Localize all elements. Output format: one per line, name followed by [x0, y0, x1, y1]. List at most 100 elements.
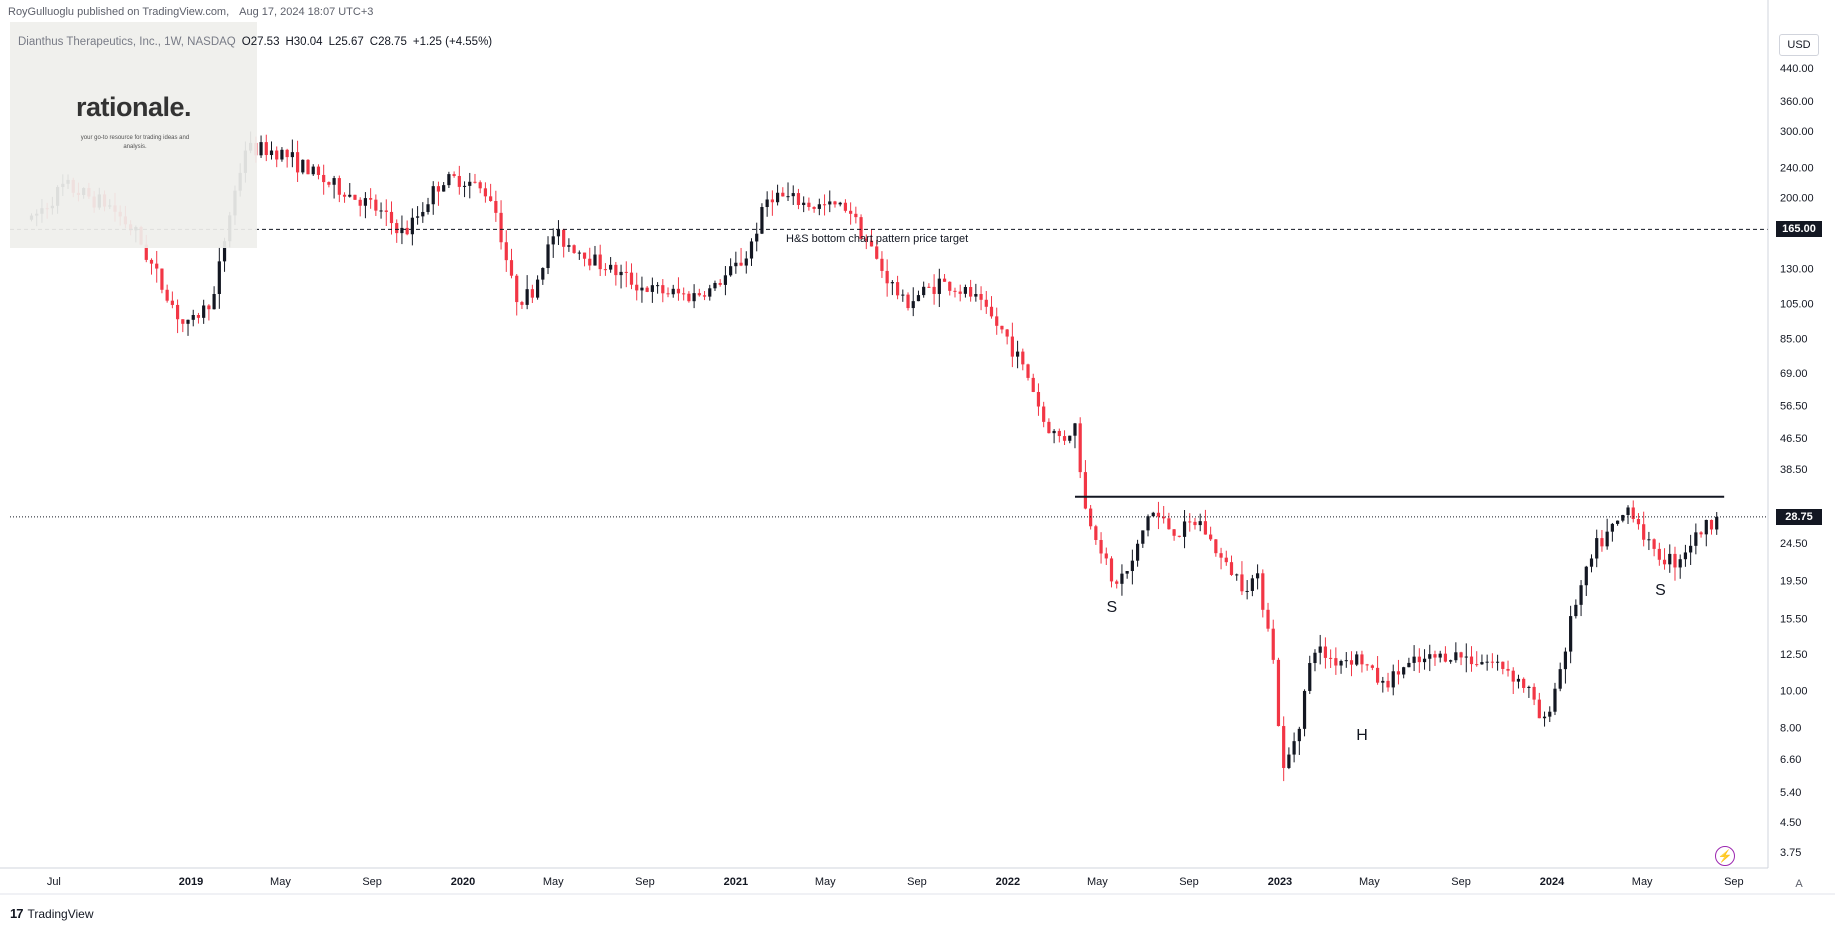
candle-body — [885, 270, 889, 284]
candle-body — [1198, 521, 1202, 526]
candle-body — [1308, 663, 1312, 691]
x-tick-label: May — [1087, 876, 1108, 888]
candle-body — [348, 194, 352, 197]
candle — [901, 289, 905, 302]
candle — [530, 284, 534, 304]
currency-button[interactable]: USD — [1779, 34, 1819, 56]
candle-body — [603, 269, 608, 271]
candle — [1026, 363, 1030, 381]
candle-body — [906, 294, 910, 309]
candle-body — [598, 254, 602, 270]
x-tick-label: May — [815, 876, 836, 888]
candle — [1344, 652, 1348, 668]
candle — [196, 312, 201, 324]
candle — [447, 171, 451, 188]
lightning-bolt-icon[interactable]: ⚡ — [1715, 846, 1735, 866]
candle-body — [1078, 423, 1082, 473]
candle-body — [729, 266, 733, 276]
candle — [1548, 706, 1552, 722]
candle-body — [405, 227, 409, 235]
candle — [932, 274, 936, 305]
candle-body — [342, 194, 347, 197]
candle — [1130, 549, 1134, 585]
candle — [1000, 325, 1004, 334]
candle-body — [1261, 573, 1265, 610]
candle-body — [1240, 574, 1244, 592]
candle — [337, 175, 341, 203]
candle — [1005, 328, 1009, 345]
y-tick-label: 12.50 — [1780, 649, 1808, 661]
candle-body — [1584, 566, 1588, 586]
candle-body — [280, 149, 284, 160]
publish-timestamp: Aug 17, 2024 18:07 UTC+3 — [239, 6, 374, 18]
candle — [1662, 548, 1667, 570]
candle — [1214, 539, 1218, 557]
time-axis: Jul 2019 May Sep 2020 May Sep 2021 May Sep 2022 May… — [0, 867, 1835, 895]
candle — [854, 206, 858, 224]
candle-body — [1454, 652, 1458, 661]
candle — [384, 199, 388, 227]
candle — [264, 134, 268, 162]
candle-body — [1642, 524, 1646, 540]
candle-body — [901, 294, 905, 296]
candle-body — [478, 182, 482, 189]
candle — [1553, 682, 1557, 716]
candle — [1062, 430, 1067, 445]
candle-body — [1589, 558, 1594, 567]
x-tick-label: Jul — [47, 876, 61, 888]
candle — [535, 275, 540, 300]
y-tick-label: 300.00 — [1780, 126, 1814, 138]
auto-scale-button[interactable]: A — [1795, 878, 1803, 890]
candle-body — [332, 178, 336, 185]
candle-body — [682, 293, 686, 295]
candle-body — [1553, 688, 1557, 712]
candle-body — [1375, 667, 1380, 683]
candle-body — [1370, 665, 1374, 668]
candle-body — [880, 258, 884, 271]
candle — [562, 228, 566, 258]
candle — [1449, 659, 1453, 664]
y-tick-label: 3.75 — [1780, 847, 1801, 859]
candle-body — [436, 186, 441, 192]
candle-body — [1323, 646, 1328, 658]
candle — [885, 259, 889, 297]
candle — [1642, 511, 1646, 547]
candle-body — [963, 286, 968, 294]
candle — [165, 284, 169, 303]
tradingview-footer[interactable]: 17 TradingView — [10, 906, 94, 921]
x-tick-label: 2020 — [451, 876, 475, 888]
candle — [1015, 340, 1020, 369]
candle — [890, 280, 894, 296]
candle-body — [1297, 728, 1301, 742]
candle — [614, 261, 618, 286]
candle — [374, 194, 378, 216]
candle-body — [1209, 534, 1213, 540]
candle — [348, 183, 352, 198]
candle-body — [468, 181, 472, 186]
candle-body — [1130, 560, 1134, 572]
candle-body — [1167, 518, 1171, 530]
candle — [1104, 547, 1108, 565]
candle-body — [1355, 654, 1359, 665]
candle — [1537, 692, 1541, 719]
candle-body — [358, 199, 362, 206]
candle-body — [212, 294, 216, 310]
candle — [1631, 500, 1635, 523]
candle-body — [275, 150, 279, 160]
candle-body — [473, 181, 477, 183]
candle-body — [1636, 519, 1641, 525]
symbol-legend: Dianthus Therapeutics, Inc., 1W, NASDAQ … — [18, 36, 492, 48]
candle — [290, 139, 294, 168]
candle — [170, 291, 174, 309]
candle-body — [1042, 406, 1046, 422]
x-tick-label: May — [1632, 876, 1653, 888]
candle — [770, 190, 774, 216]
y-tick-label: 46.50 — [1780, 433, 1808, 445]
candle — [948, 281, 952, 296]
candle — [796, 188, 801, 210]
candle — [989, 296, 994, 319]
candle-body — [410, 217, 414, 235]
candle — [1182, 510, 1187, 549]
low-value: L25.67 — [328, 36, 364, 48]
